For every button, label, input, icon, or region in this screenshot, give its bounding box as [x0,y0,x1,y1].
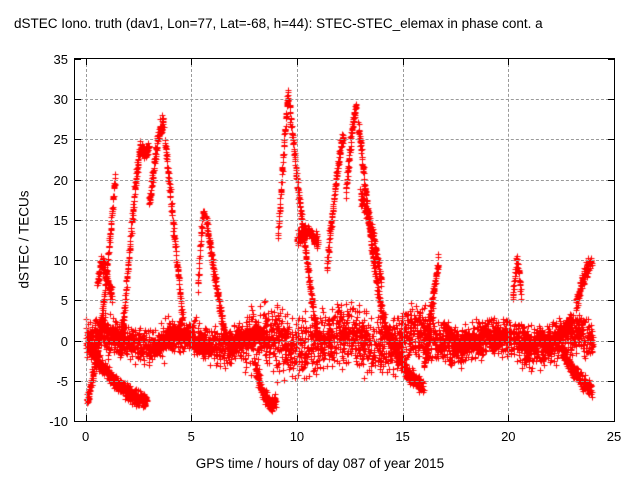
y-axis-tick-mark [608,59,614,60]
page-title: dSTEC Iono. truth (dav1, Lon=77, Lat=-68… [14,16,543,31]
x-axis-tick-mark [508,59,510,65]
y-axis-tick-mark [75,179,81,181]
y-axis-tick-mark [75,300,81,302]
x-axis-tick-mark [191,59,193,65]
y-axis-tick-mark [75,219,81,221]
y-axis-tick-mark [75,340,81,342]
y-axis-tick-mark [75,139,81,141]
y-axis-tick-label: 20 [53,172,68,188]
gridline-horizontal [75,340,614,342]
x-axis-tick-mark [508,415,510,421]
y-axis-tick-label: 10 [53,253,68,269]
gridline-horizontal [75,300,614,302]
y-axis-tick-label: 30 [53,92,68,108]
x-axis-tick-labels: 0 5 10 15 20 25 [0,430,640,446]
gridline-vertical [85,59,87,421]
gridline-horizontal [75,179,614,181]
gridline-vertical [508,59,510,421]
gridline-vertical [296,59,298,421]
x-axis-tick-mark [614,59,615,65]
x-axis-tick-label: 10 [289,429,305,444]
data-series-scatter [75,59,614,421]
y-axis-tick-label: 15 [53,212,68,228]
y-axis-tick-mark [75,380,81,382]
y-axis-tick-labels: -10 -5 0 5 10 15 20 25 30 35 [24,0,68,480]
x-axis-tick-mark [85,415,87,421]
y-axis-tick-mark [608,260,614,262]
x-axis-tick-label: 20 [501,429,516,444]
y-axis-tick-label: 25 [53,132,68,148]
x-axis-tick-mark [296,59,298,65]
y-axis-tick-mark [75,260,81,262]
y-axis-tick-mark [608,380,614,382]
gridline-vertical [191,59,193,421]
x-axis-tick-label: 15 [395,429,410,444]
x-axis-tick-mark [402,415,404,421]
y-axis-tick-mark [75,421,81,422]
y-axis-tick-mark [608,340,614,342]
x-axis-tick-label: 0 [81,429,90,444]
gridline-horizontal [75,99,614,101]
gridline-horizontal [75,380,614,382]
x-axis-tick-mark [402,59,404,65]
y-axis-tick-mark [75,99,81,101]
y-axis-tick-label: 5 [60,293,68,309]
y-axis-tick-mark [608,139,614,141]
y-axis-tick-mark [608,99,614,101]
x-axis-tick-label: 5 [187,429,195,444]
x-axis-tick-mark [296,415,298,421]
y-axis-tick-label: 35 [53,52,68,67]
gridline-horizontal [75,139,614,141]
y-axis-tick-label: -5 [56,373,68,389]
x-axis-tick-mark [85,59,87,65]
x-axis-tick-label: 25 [606,429,622,444]
x-axis-tick-mark [614,415,615,421]
gridline-vertical [402,59,404,421]
y-axis-tick-mark [608,179,614,181]
y-axis-tick-label: 0 [60,333,68,349]
plot-area [74,58,615,422]
y-axis-tick-mark [75,59,81,60]
x-axis-tick-mark [191,415,193,421]
y-axis-tick-label: -10 [49,414,68,429]
y-axis-label: dSTEC / TECUs [16,190,32,289]
gridline-horizontal [75,260,614,262]
x-axis-label: GPS time / hours of day 087 of year 2015 [195,456,445,471]
y-axis-tick-mark [608,421,614,422]
gridline-horizontal [75,219,614,221]
y-axis-tick-mark [608,300,614,302]
y-axis-tick-mark [608,219,614,221]
